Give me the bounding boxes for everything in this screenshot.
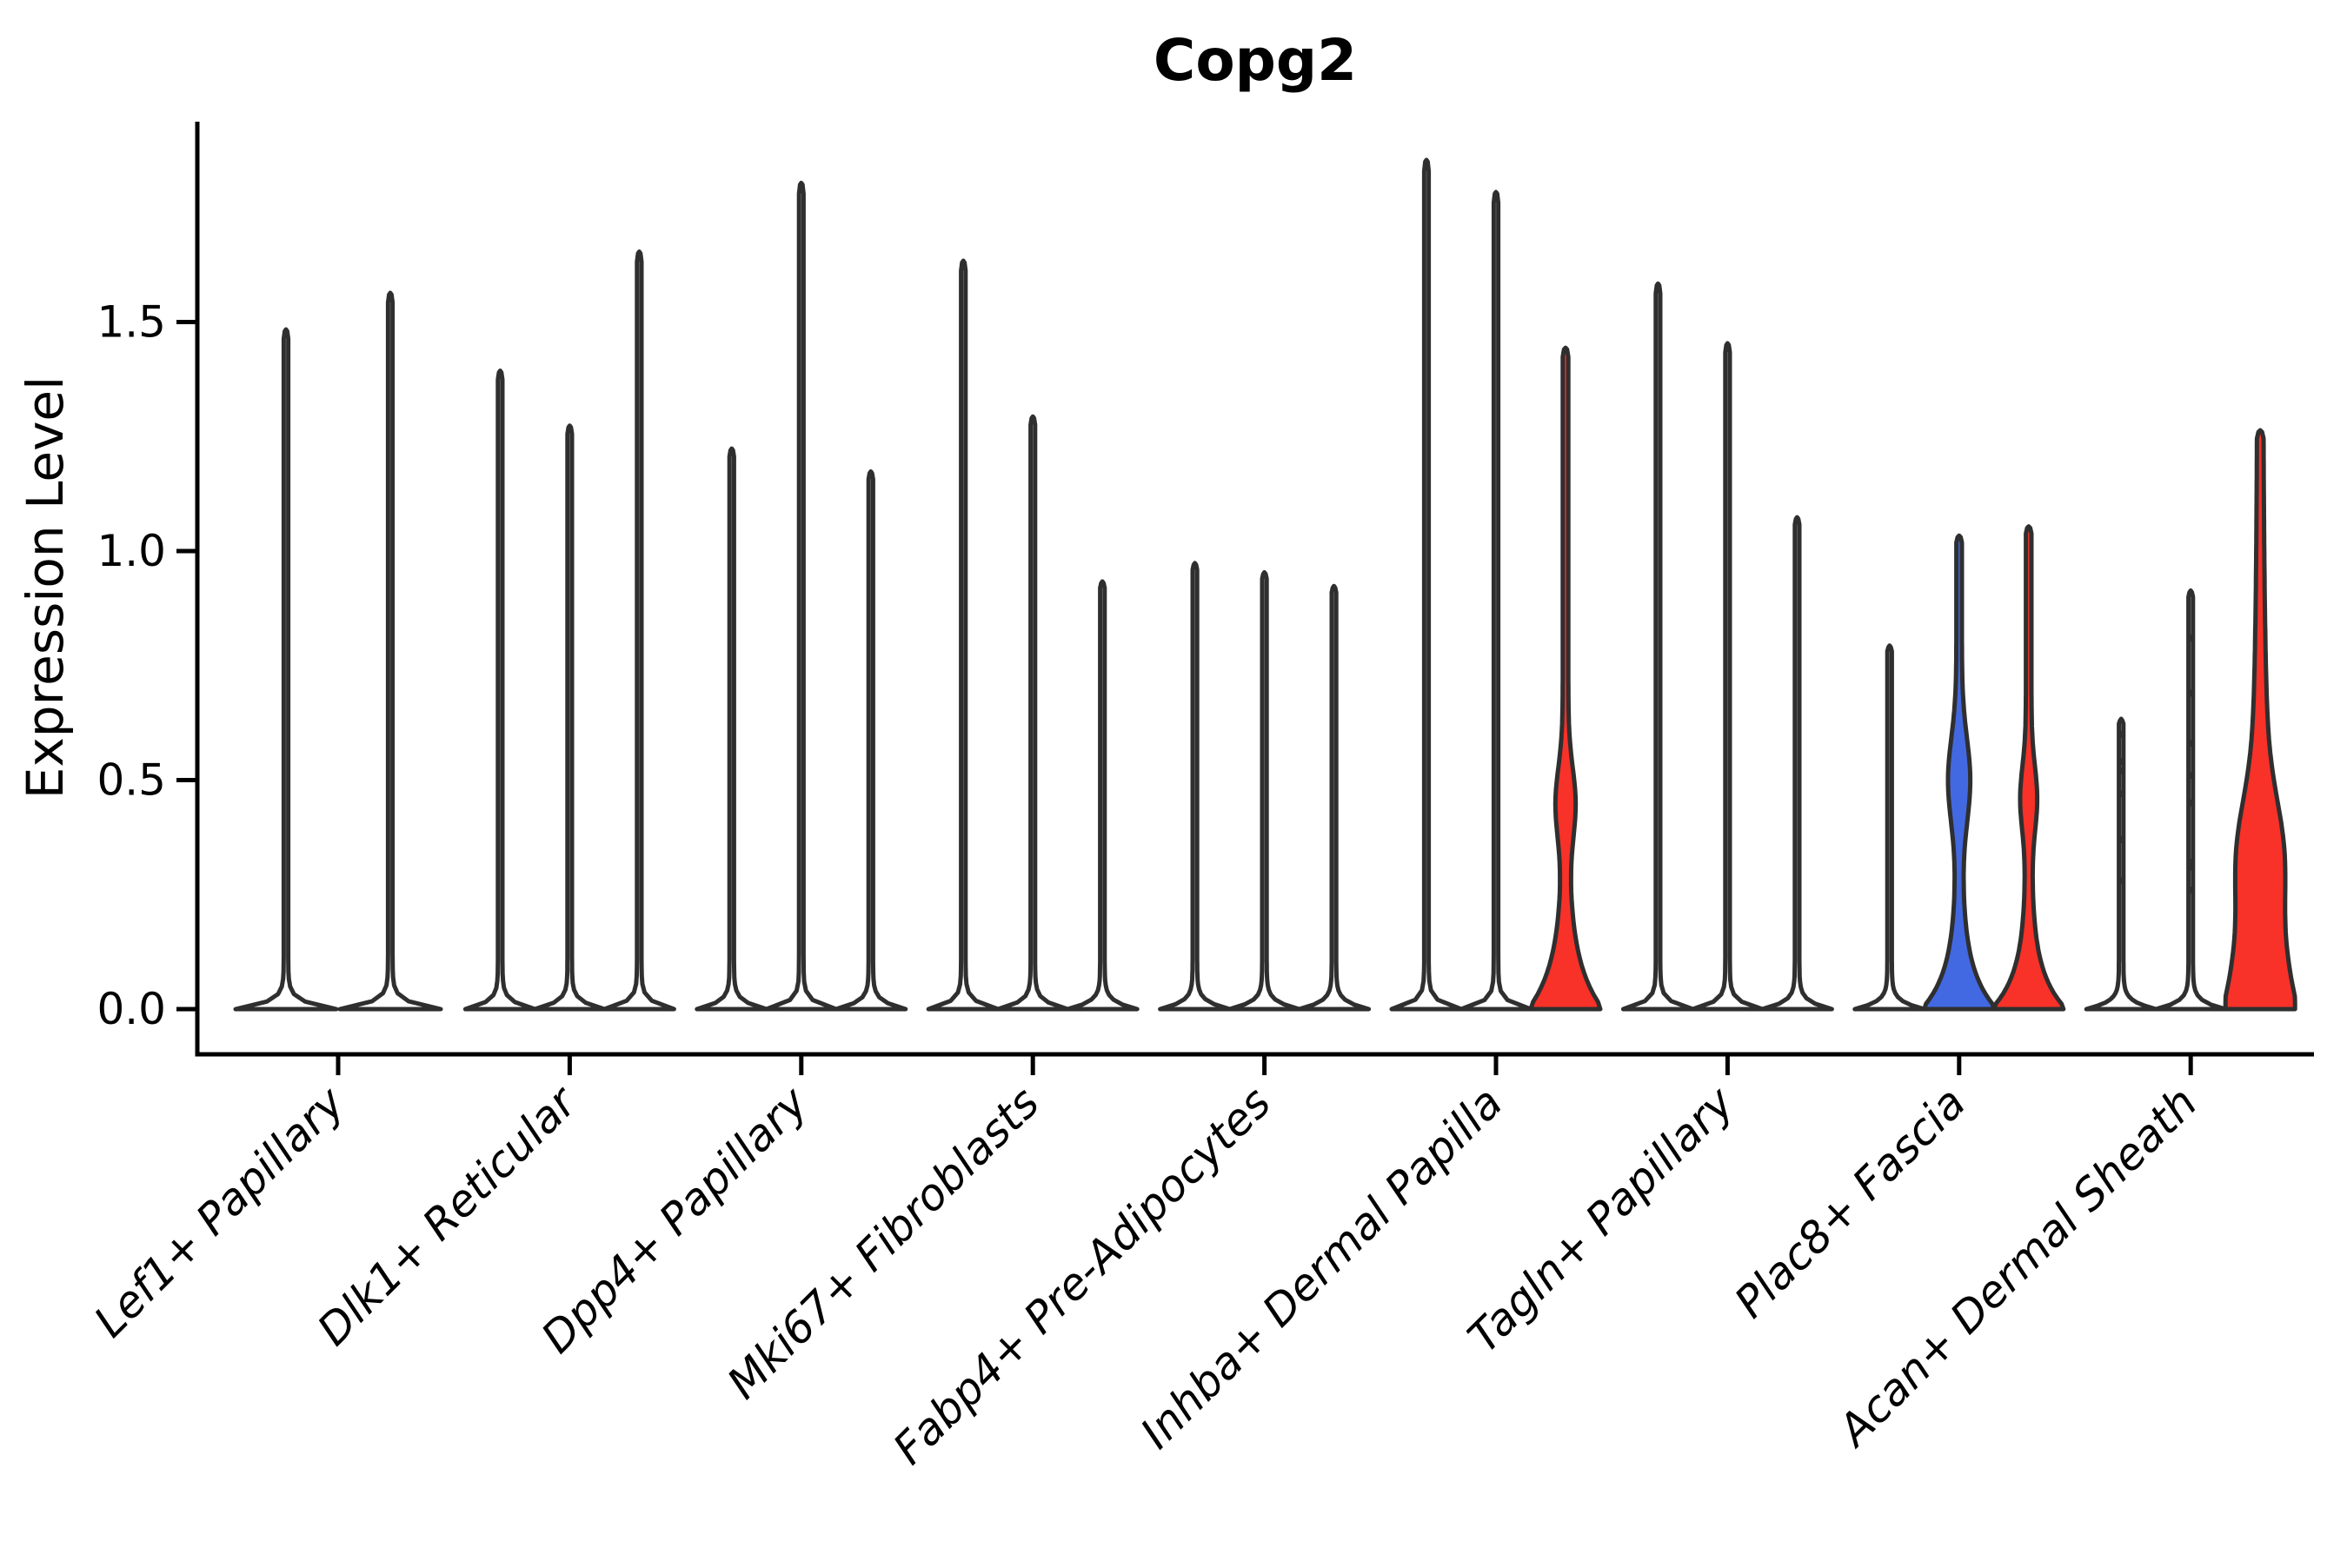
violin-6-1 (1690, 341, 1765, 1012)
violin-4-1 (1227, 569, 1302, 1012)
violin-5-2 (1528, 345, 1603, 1012)
cell-point-8-0-5 (2118, 730, 2125, 738)
violin-3-0 (926, 258, 1001, 1012)
y-tick-label-1: 0.5 (96, 755, 166, 806)
violin-4-2 (1297, 583, 1372, 1012)
violin-7-0 (1852, 643, 1927, 1012)
violins-layer (233, 157, 2297, 1012)
cell-point-8-1-3 (2187, 799, 2195, 807)
violin-7-1 (1922, 533, 1997, 1012)
violin-1-2 (602, 249, 676, 1012)
violin-6-0 (1620, 281, 1695, 1012)
cell-point-8-1-4 (2187, 772, 2195, 780)
cell-point-8-0-1 (2118, 836, 2125, 843)
y-axis-label: Expression Level (16, 376, 75, 799)
cell-point-8-0-4 (2118, 758, 2125, 766)
y-tick-label-3: 1.5 (96, 297, 166, 348)
violin-7-2 (1991, 524, 2066, 1012)
violin-6-2 (1759, 515, 1834, 1012)
violin-2-2 (834, 468, 908, 1012)
violin-5-0 (1389, 157, 1464, 1012)
x-category-label-0: Lef1+ Papillary (84, 1076, 355, 1346)
violin-0-1 (337, 290, 443, 1012)
cell-point-8-0-0 (2118, 877, 2125, 885)
violin-2-1 (764, 180, 839, 1012)
cell-point-8-1-5 (2187, 740, 2195, 747)
violin-2-0 (695, 446, 769, 1012)
violin-1-0 (462, 369, 537, 1012)
cell-point-8-1-0 (2187, 887, 2195, 894)
cell-point-8-1-7 (2187, 635, 2195, 642)
cell-point-8-0-3 (2118, 767, 2125, 774)
cell-point-8-1-2 (2187, 859, 2195, 867)
violin-3-2 (1065, 579, 1140, 1012)
violin-1-1 (532, 423, 607, 1012)
x-category-label-7: Plac8+ Fascia (1725, 1077, 1975, 1327)
cell-point-8-0-2 (2118, 790, 2125, 798)
violin-8-2 (2223, 428, 2297, 1012)
cell-point-8-1-6 (2187, 689, 2195, 697)
violin-0-0 (233, 327, 339, 1012)
y-tick-label-2: 1.0 (96, 526, 166, 576)
y-tick-label-0: 0.0 (96, 984, 166, 1034)
violin-8-0 (2084, 716, 2158, 1012)
violin-3-1 (995, 414, 1070, 1012)
x-category-label-4: Fabp4+ Pre-Adipocytes (884, 1077, 1281, 1474)
violin-4-0 (1158, 561, 1233, 1012)
violin-5-1 (1459, 189, 1533, 1012)
chart-title: Copg2 (1154, 27, 1357, 94)
